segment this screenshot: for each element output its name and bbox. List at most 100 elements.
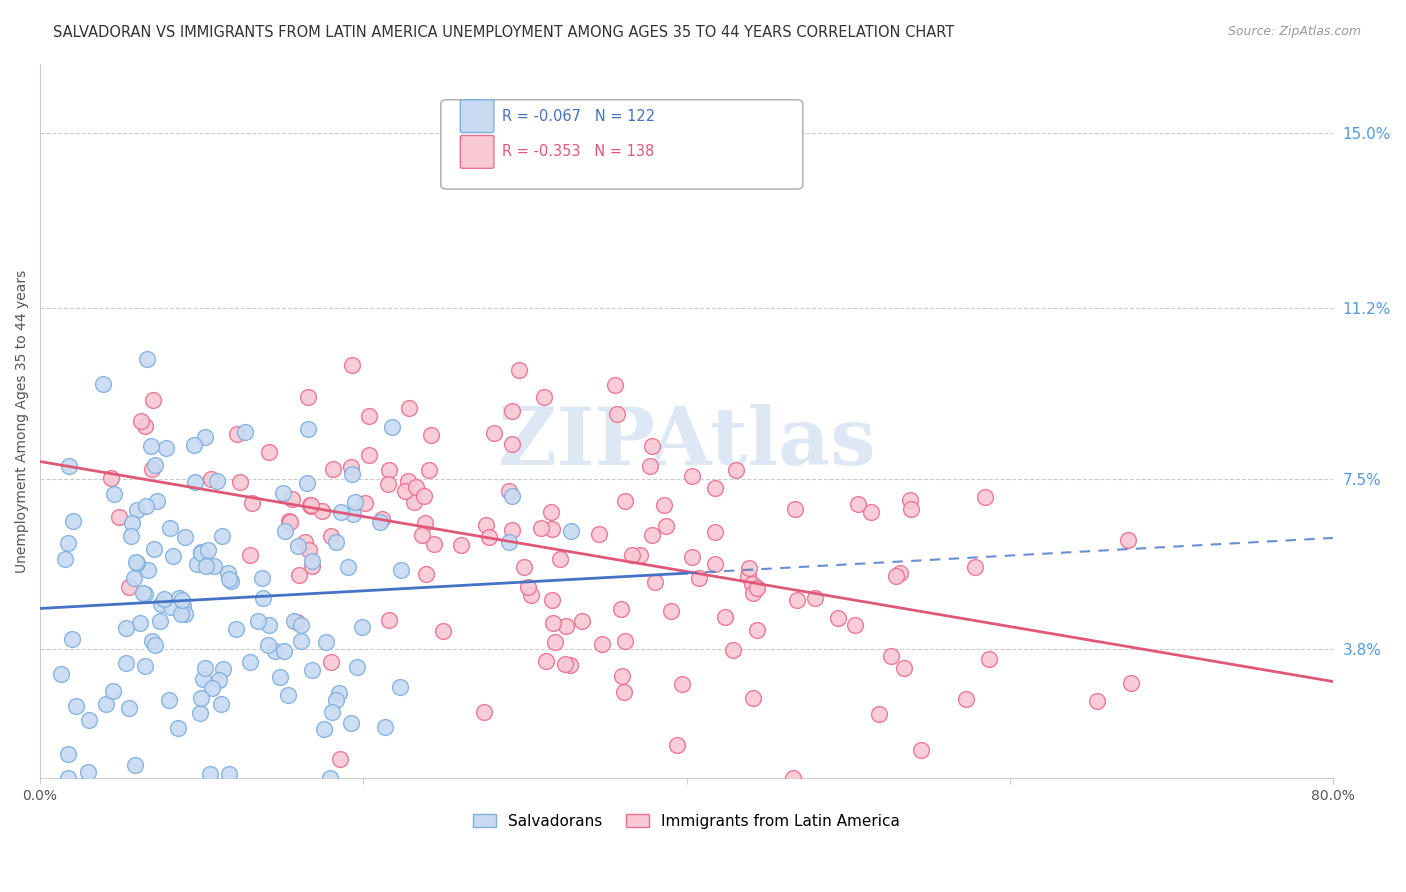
Point <box>103 487 125 501</box>
Point <box>681 468 703 483</box>
Point <box>91 377 114 392</box>
Point <box>225 622 247 636</box>
Point <box>188 706 211 721</box>
Point <box>235 425 257 439</box>
Point <box>541 523 564 537</box>
Point <box>340 459 363 474</box>
Point <box>501 403 523 417</box>
Point <box>274 524 297 539</box>
Point <box>269 670 291 684</box>
Point <box>217 566 239 581</box>
Point <box>404 495 426 509</box>
Point <box>273 644 295 658</box>
Y-axis label: Unemployment Among Ages 35 to 44 years: Unemployment Among Ages 35 to 44 years <box>15 269 30 573</box>
Point <box>606 407 628 421</box>
Point <box>350 620 373 634</box>
Point <box>118 580 141 594</box>
Point <box>157 693 180 707</box>
Point <box>60 632 83 647</box>
Point <box>498 535 520 549</box>
Point <box>311 504 333 518</box>
Point <box>898 493 921 508</box>
Point <box>183 475 205 490</box>
Point <box>190 544 212 558</box>
Point <box>250 571 273 585</box>
Point <box>610 669 633 683</box>
Point <box>190 546 212 560</box>
Point <box>666 738 689 752</box>
Text: R = -0.067   N = 122: R = -0.067 N = 122 <box>502 109 655 124</box>
Point <box>641 439 664 453</box>
Point <box>149 597 172 611</box>
Point <box>374 720 396 734</box>
Point <box>554 657 576 672</box>
Point <box>172 599 194 614</box>
Point <box>742 585 765 599</box>
Point <box>167 591 190 606</box>
Point <box>142 541 165 556</box>
Point <box>501 523 523 537</box>
Point <box>742 691 765 706</box>
Point <box>868 706 890 721</box>
Point <box>641 528 664 542</box>
Point <box>884 569 907 583</box>
Legend: Salvadorans, Immigrants from Latin America: Salvadorans, Immigrants from Latin Ameri… <box>467 807 905 835</box>
FancyBboxPatch shape <box>460 136 494 169</box>
Point <box>212 662 235 676</box>
Point <box>58 458 80 473</box>
Point <box>704 525 727 540</box>
Point <box>77 765 100 780</box>
Point <box>893 661 915 675</box>
Point <box>747 581 769 595</box>
Point <box>329 752 352 766</box>
Point <box>239 655 262 669</box>
Point <box>200 766 222 780</box>
Point <box>655 519 678 533</box>
Point <box>200 472 222 486</box>
Point <box>498 484 520 499</box>
Point <box>134 587 156 601</box>
Point <box>125 556 148 570</box>
Point <box>501 437 523 451</box>
Point <box>359 409 381 423</box>
Point <box>418 463 440 477</box>
Point <box>108 510 131 524</box>
Point <box>96 698 118 712</box>
Point <box>120 529 142 543</box>
Point <box>299 500 322 514</box>
Point <box>298 498 321 512</box>
Point <box>219 574 242 589</box>
Text: R = -0.353   N = 138: R = -0.353 N = 138 <box>502 145 654 160</box>
Point <box>65 699 87 714</box>
Point <box>786 592 808 607</box>
Point <box>225 426 247 441</box>
Point <box>141 439 163 453</box>
Point <box>160 599 183 614</box>
Point <box>804 591 827 605</box>
Point <box>325 535 347 549</box>
Point <box>297 422 319 436</box>
Point <box>100 470 122 484</box>
Point <box>724 462 747 476</box>
Point <box>644 575 666 590</box>
Point <box>671 677 693 691</box>
Point <box>741 576 763 591</box>
Point <box>294 535 316 549</box>
Point <box>681 549 703 564</box>
Point <box>129 615 152 630</box>
Point <box>555 618 578 632</box>
Point <box>295 476 318 491</box>
Point <box>353 496 375 510</box>
Point <box>145 493 167 508</box>
Point <box>965 560 987 574</box>
Point <box>162 549 184 563</box>
Point <box>141 462 163 476</box>
Point <box>277 688 299 702</box>
Point <box>201 681 224 695</box>
Point <box>340 467 363 481</box>
Point <box>77 713 100 727</box>
Point <box>405 480 427 494</box>
Point <box>240 496 263 510</box>
Point <box>256 638 278 652</box>
Point <box>955 692 977 706</box>
